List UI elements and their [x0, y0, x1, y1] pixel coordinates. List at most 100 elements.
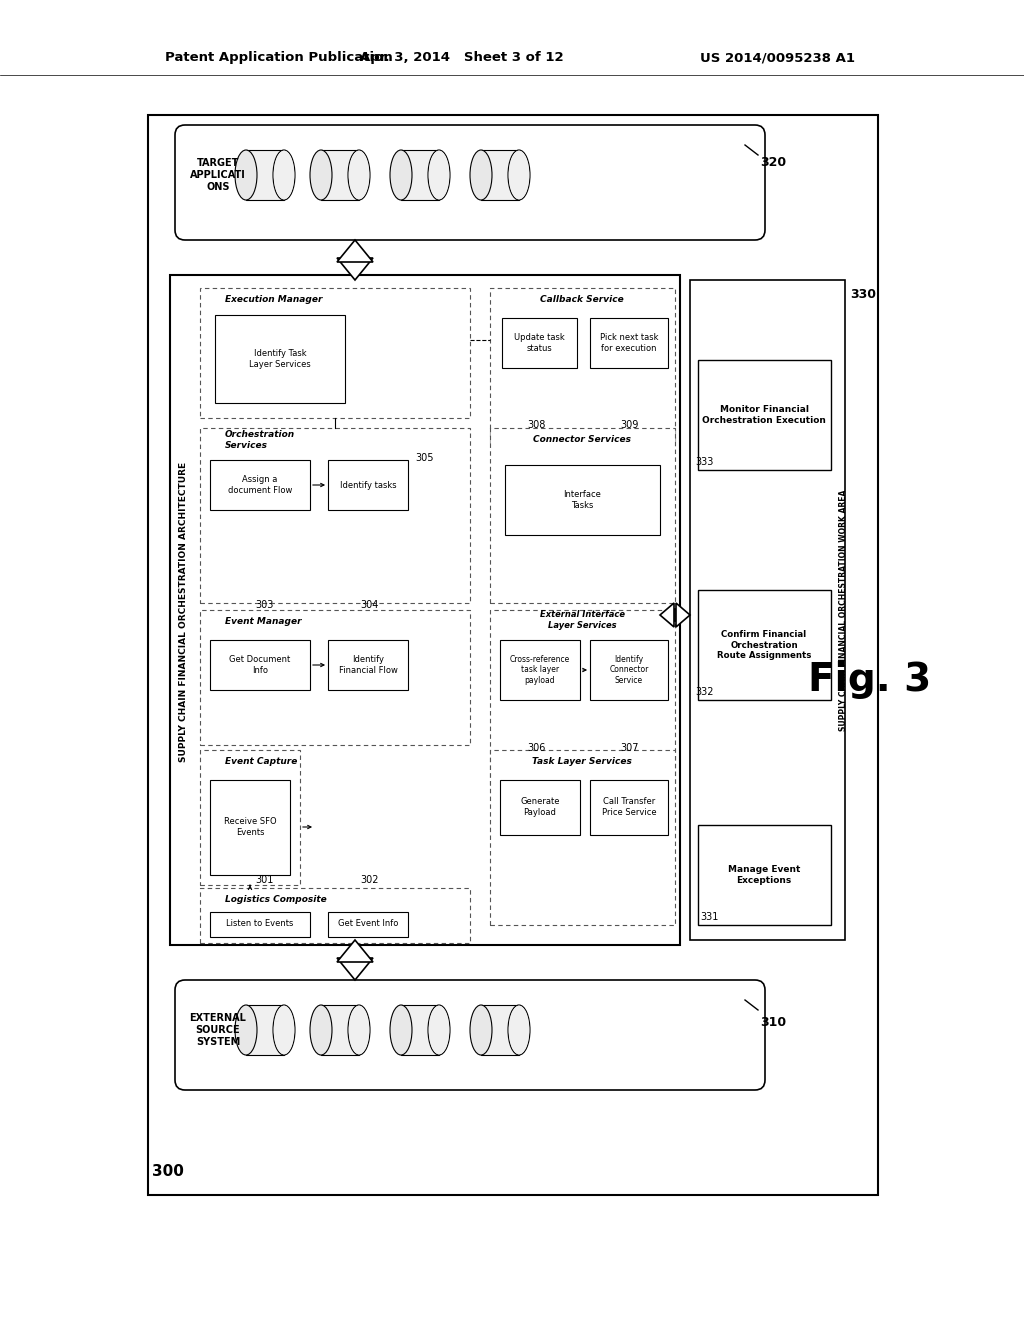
Bar — [590, 640, 668, 700]
Text: EXTERNAL
SOURCE
SYSTEM: EXTERNAL SOURCE SYSTEM — [189, 1014, 247, 1047]
Bar — [246, 1005, 284, 1055]
Bar — [690, 280, 845, 940]
FancyBboxPatch shape — [175, 979, 765, 1090]
Text: Listen to Events: Listen to Events — [226, 920, 294, 928]
Text: Execution Manager: Execution Manager — [225, 296, 323, 305]
Ellipse shape — [428, 150, 450, 201]
Ellipse shape — [273, 1006, 294, 1055]
Text: 331: 331 — [700, 912, 719, 921]
Ellipse shape — [470, 150, 492, 201]
Text: 306: 306 — [527, 743, 546, 752]
Bar — [210, 780, 290, 875]
Text: 309: 309 — [620, 420, 638, 430]
Bar — [401, 1005, 439, 1055]
Text: Logistics Composite: Logistics Composite — [225, 895, 327, 904]
Bar — [210, 459, 310, 510]
Ellipse shape — [234, 150, 257, 201]
Text: 303: 303 — [255, 601, 273, 610]
Ellipse shape — [428, 1005, 450, 1055]
Text: 300: 300 — [152, 1164, 184, 1180]
Text: 320: 320 — [760, 157, 786, 169]
Ellipse shape — [310, 1005, 332, 1055]
Text: Identify
Financial Flow: Identify Financial Flow — [339, 655, 397, 675]
Bar — [345, 958, 365, 962]
Bar — [246, 150, 284, 201]
Text: Assign a
document Flow: Assign a document Flow — [227, 475, 292, 495]
Bar — [215, 315, 345, 403]
Bar — [490, 428, 675, 603]
Bar — [490, 750, 675, 925]
Text: Cross-reference
task layer
payload: Cross-reference task layer payload — [510, 655, 570, 685]
FancyBboxPatch shape — [175, 125, 765, 240]
Bar — [328, 640, 408, 690]
Text: US 2014/0095238 A1: US 2014/0095238 A1 — [700, 51, 855, 65]
Text: 301: 301 — [255, 875, 273, 884]
Text: Update task
status: Update task status — [514, 333, 564, 352]
Text: Receive SFO
Events: Receive SFO Events — [223, 817, 276, 837]
Bar — [590, 318, 668, 368]
Text: 332: 332 — [695, 686, 714, 697]
Bar — [674, 609, 676, 620]
Bar — [321, 1005, 359, 1055]
Polygon shape — [676, 603, 690, 627]
Ellipse shape — [508, 150, 530, 201]
Bar — [481, 1005, 519, 1055]
Bar — [505, 465, 660, 535]
Text: Get Event Info: Get Event Info — [338, 920, 398, 928]
Bar — [328, 912, 408, 937]
Bar — [490, 610, 675, 785]
Bar — [500, 640, 580, 700]
Text: Pick next task
for execution: Pick next task for execution — [600, 333, 658, 352]
Ellipse shape — [509, 1006, 529, 1055]
Bar — [490, 288, 675, 444]
Ellipse shape — [508, 1005, 530, 1055]
Text: Apr. 3, 2014   Sheet 3 of 12: Apr. 3, 2014 Sheet 3 of 12 — [360, 51, 564, 65]
Bar — [345, 257, 365, 261]
Bar — [200, 888, 470, 942]
Text: 304: 304 — [360, 601, 379, 610]
Bar — [500, 780, 580, 836]
Bar — [502, 318, 577, 368]
Polygon shape — [337, 257, 373, 280]
Bar — [170, 275, 680, 945]
Ellipse shape — [310, 150, 332, 201]
Text: 333: 333 — [695, 457, 714, 467]
Bar — [698, 590, 831, 700]
Text: TARGET
APPLICATI
ONS: TARGET APPLICATI ONS — [190, 158, 246, 191]
Text: 310: 310 — [760, 1016, 786, 1030]
Text: Interface
Tasks: Interface Tasks — [563, 490, 601, 510]
Ellipse shape — [429, 150, 450, 199]
Bar — [321, 150, 359, 201]
Text: Task Layer Services: Task Layer Services — [532, 758, 632, 767]
Text: Confirm Financial
Orchestration
Route Assignments: Confirm Financial Orchestration Route As… — [717, 630, 811, 660]
Bar — [698, 825, 831, 925]
Text: SUPPLY CHAIN FINANCIAL ORCHESTRATION ARCHITECTURE: SUPPLY CHAIN FINANCIAL ORCHESTRATION ARC… — [178, 462, 187, 762]
Bar — [590, 780, 668, 836]
Ellipse shape — [509, 150, 529, 199]
Ellipse shape — [349, 1006, 370, 1055]
Bar — [148, 115, 878, 1195]
Ellipse shape — [348, 150, 370, 201]
Text: Call Transfer
Price Service: Call Transfer Price Service — [602, 797, 656, 817]
Text: Connector Services: Connector Services — [534, 436, 631, 445]
Text: Manage Event
Exceptions: Manage Event Exceptions — [728, 866, 800, 884]
Text: Monitor Financial
Orchestration Execution: Monitor Financial Orchestration Executio… — [702, 405, 826, 425]
Ellipse shape — [390, 150, 412, 201]
Text: 308: 308 — [527, 420, 546, 430]
Bar — [200, 610, 470, 744]
Ellipse shape — [470, 1005, 492, 1055]
Text: 305: 305 — [415, 453, 433, 463]
Ellipse shape — [234, 1005, 257, 1055]
Polygon shape — [337, 240, 373, 261]
Bar — [481, 150, 519, 201]
Bar — [200, 288, 470, 418]
Bar — [328, 459, 408, 510]
Text: SUPPLY CHAIN FINANCIAL ORCHESTRATION WORK AREA: SUPPLY CHAIN FINANCIAL ORCHESTRATION WOR… — [839, 490, 848, 731]
Text: Get Document
Info: Get Document Info — [229, 655, 291, 675]
Text: Event Capture: Event Capture — [225, 758, 297, 767]
Ellipse shape — [348, 1005, 370, 1055]
Text: Identify Task
Layer Services: Identify Task Layer Services — [249, 350, 311, 368]
Bar — [698, 360, 831, 470]
Bar — [200, 750, 300, 884]
Text: Patent Application Publication: Patent Application Publication — [165, 51, 393, 65]
